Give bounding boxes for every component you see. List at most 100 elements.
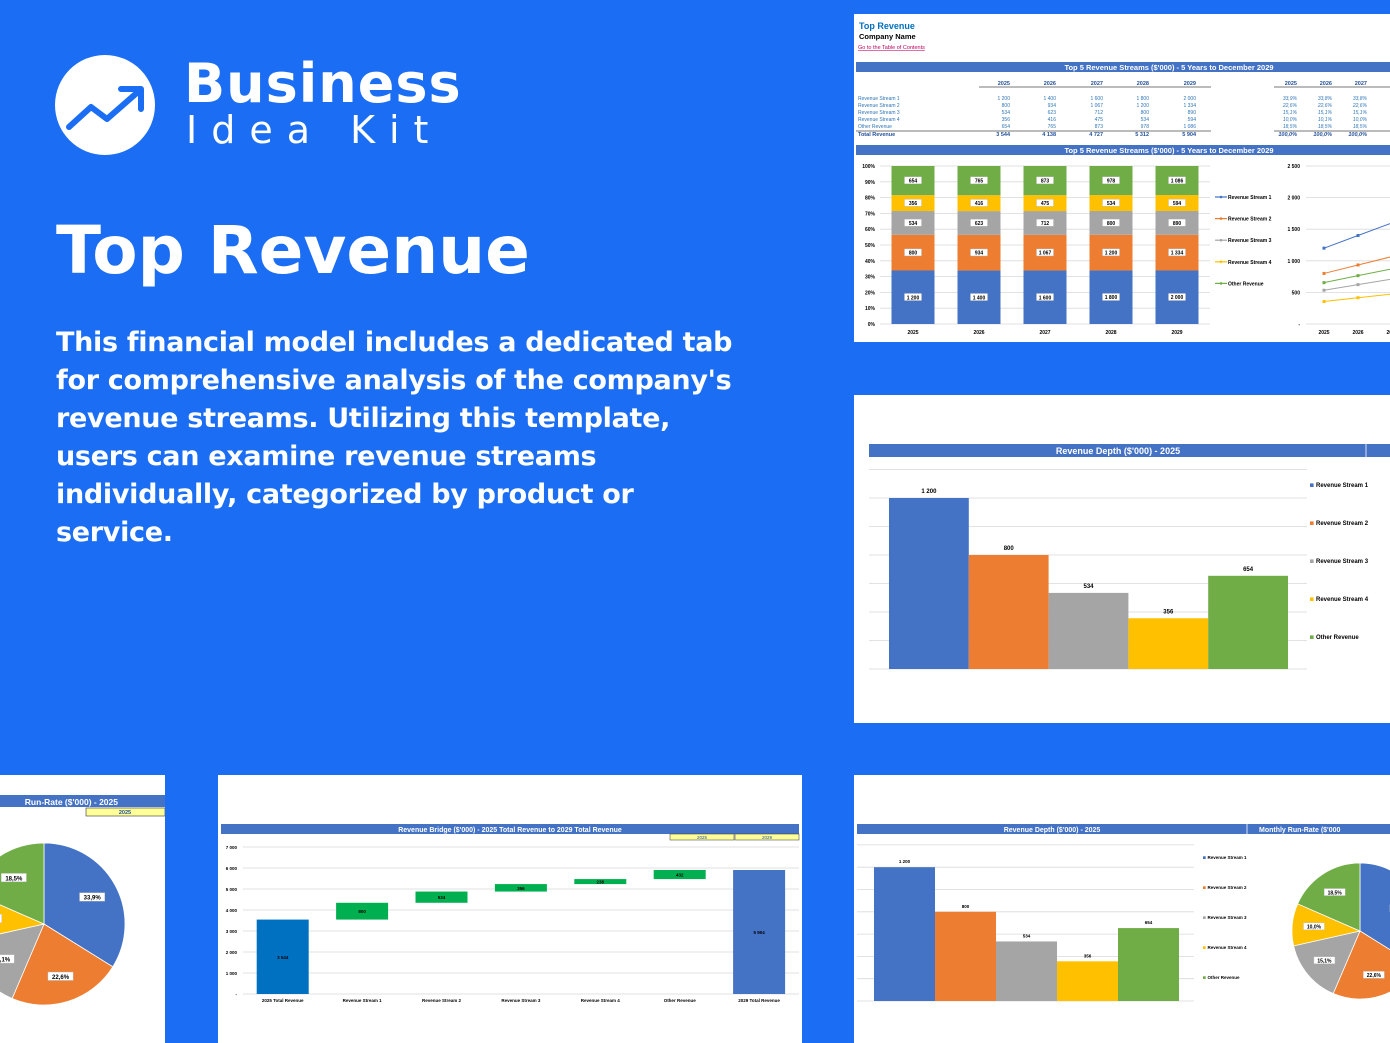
- brand-name: Business: [184, 52, 462, 115]
- table-row-label: Revenue Stream 1: [858, 96, 900, 102]
- revenue-bridge-chart: Revenue Bridge ($'000) - 2025 Total Reve…: [221, 824, 800, 1003]
- x-tick-label: 2027: [1039, 330, 1050, 336]
- table-cell: 1 067: [1090, 103, 1103, 109]
- legend-swatch: [1310, 559, 1314, 563]
- segment-value-label-box: [1102, 293, 1120, 301]
- line-point: [1322, 271, 1326, 275]
- x-tick-label: Other Revenue: [664, 998, 697, 1003]
- segment-value-label: 800: [1107, 221, 1116, 227]
- segment-value-label: 890: [1173, 221, 1182, 227]
- year-selector-value[interactable]: 2029: [762, 835, 773, 840]
- pie-percent-label-box: [1323, 888, 1346, 896]
- table-cell: 475: [1095, 117, 1104, 123]
- x-tick-label: Revenue Stream 4: [581, 998, 621, 1003]
- bridge-bar: [415, 891, 468, 903]
- segment-value-label: 356: [909, 201, 918, 207]
- segment-value-label-box: [970, 248, 988, 257]
- table-pct-cell: 22,6%: [1317, 103, 1333, 109]
- table-pct-cell: 18,5%: [1318, 124, 1333, 130]
- pie-slice: [0, 923, 45, 999]
- pie-slice: [0, 842, 45, 925]
- table-pct-year-header: 2026: [1320, 81, 1332, 87]
- y-tick-label: 1 000: [226, 971, 238, 976]
- segment-value-label-box: [1102, 218, 1120, 227]
- y-tick-label: 60%: [865, 227, 876, 233]
- segment-value-label-box: [1102, 176, 1120, 184]
- depth-bar: [1128, 618, 1209, 669]
- bar-value-label: 800: [358, 909, 366, 914]
- segment-value-label: 765: [975, 179, 984, 185]
- year-selector-value[interactable]: 2025: [119, 810, 131, 816]
- bar-value-label: 654: [1243, 567, 1254, 573]
- table-pct-cell: 22,6%: [1282, 103, 1298, 109]
- bar-value-label: 356: [517, 886, 525, 891]
- table-pct-cell: 10,0%: [1283, 117, 1298, 123]
- bar-value-label: 800: [962, 904, 970, 909]
- legend-label: Revenue Stream 1: [1228, 195, 1272, 201]
- table-cell: 1 800: [1136, 96, 1149, 102]
- trend-arrow-icon: [66, 86, 144, 130]
- segment-value-label: 1 400: [973, 295, 986, 301]
- segment-value-label: 1 200: [907, 295, 920, 301]
- pie-percent-label-box: [1303, 922, 1325, 931]
- total-cell: 4 138: [1042, 132, 1056, 138]
- pie-percent-label-box: [0, 914, 2, 923]
- bar-value-label: 534: [438, 895, 446, 900]
- bar-value-label: 5 904: [753, 930, 765, 935]
- pie-slice: [1359, 862, 1390, 951]
- revenue-depth-panel: Revenue Depth ($'000) - 2025 1 200 800 534 3…: [854, 395, 1390, 723]
- depth-and-run-rate-charts: Revenue Depth ($'000) - 2025 Monthly Run-…: [857, 824, 1390, 1002]
- y-tick-label: 1 500: [1287, 227, 1300, 233]
- pie-percent-label-box: [0, 954, 15, 964]
- pie-percent-label: 18,5%: [1328, 890, 1343, 896]
- legend-label: Revenue Stream 2: [1228, 217, 1272, 223]
- pie-slice: [1332, 930, 1390, 1000]
- table-pct-cell: 10,0%: [1353, 117, 1368, 123]
- segment-value-label-box: [970, 199, 988, 207]
- bridge-bar: [574, 879, 627, 885]
- table-cell: 1 086: [1183, 124, 1196, 130]
- x-tick-label: 2026: [1352, 330, 1363, 336]
- segment-value-label-box: [1036, 293, 1054, 301]
- y-tick-label: -: [236, 992, 238, 997]
- segment-value-label: 475: [1041, 201, 1050, 207]
- table-cell: 1 200: [1136, 103, 1149, 109]
- table-year-header: 2028: [1137, 81, 1149, 87]
- table-cell: 1 400: [1043, 96, 1056, 102]
- bridge-bar: [653, 870, 706, 880]
- legend-marker: [1219, 282, 1223, 285]
- line-point: [1322, 300, 1326, 304]
- segment-value-label: 623: [975, 221, 984, 227]
- x-tick-label: 2025: [1318, 330, 1329, 336]
- table-year-header: 2025: [998, 81, 1010, 87]
- x-tick-label: Revenue Stream 3: [501, 998, 541, 1003]
- segment-value-label: 654: [909, 179, 918, 185]
- legend-label: Other Revenue: [1316, 635, 1359, 641]
- year-selector-value[interactable]: 2025: [697, 835, 708, 840]
- segment-value-label: 1 334: [1171, 251, 1184, 257]
- sheet-title: Top Revenue: [859, 21, 915, 31]
- bar-value-label: 1 200: [899, 859, 911, 864]
- pie-percent-label: 15,1%: [0, 958, 11, 964]
- table-pct-cell: 18,5%: [1283, 124, 1298, 130]
- total-cell: 3 544: [996, 132, 1011, 138]
- chart-title: Top 5 Revenue Streams ($'000) - 5 Years …: [1064, 146, 1273, 155]
- table-pct-cell: 18,5%: [1353, 124, 1368, 130]
- table-title: Top 5 Revenue Streams ($'000) - 5 Years …: [1064, 63, 1273, 72]
- table-pct-year-header: 2025: [1285, 81, 1297, 87]
- y-tick-label: 6 000: [226, 866, 238, 871]
- segment-value-label-box: [1102, 248, 1120, 257]
- depth-and-run-rate-panel: Revenue Depth ($'000) - 2025 Monthly Run-…: [854, 775, 1390, 1043]
- table-pct-cell: 33,8%: [1318, 96, 1333, 102]
- segment-value-label: 800: [909, 251, 918, 257]
- segment-value-label: 534: [1107, 201, 1116, 207]
- table-row-label: Revenue Stream 4: [858, 117, 900, 123]
- legend-swatch: [1203, 856, 1206, 859]
- year-selector: [669, 833, 735, 841]
- legend-marker: [1219, 260, 1223, 264]
- bar-value-label: 654: [1145, 920, 1153, 925]
- bridge-bar: [256, 919, 309, 994]
- segment-value-label-box: [904, 248, 922, 257]
- table-of-contents-link[interactable]: Go to the Table of Contents: [858, 45, 925, 51]
